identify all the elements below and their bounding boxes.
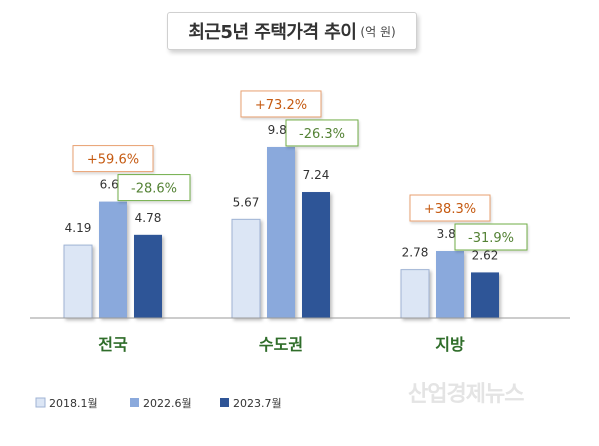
- legend-swatch-series-2023: [220, 398, 229, 407]
- increase-label-1: +73.2%: [255, 98, 307, 113]
- bar-series-2018-2: [400, 269, 430, 319]
- bar-series-2022-0: [99, 201, 127, 318]
- value-label-series-2023-0: 4.78: [135, 211, 162, 225]
- legend-swatch-series-2018: [35, 397, 46, 408]
- increase-box-2: [409, 194, 491, 222]
- decrease-label-0: -28.6%: [131, 182, 177, 197]
- decrease-box-0: [117, 174, 191, 202]
- watermark-logo: 산업경제뉴스: [408, 382, 524, 407]
- increase-label-2: +38.3%: [424, 202, 476, 217]
- bar-series-2023-0: [134, 234, 162, 318]
- value-label-series-2023-2: 2.62: [472, 248, 499, 262]
- chart-title: 최근5년 주택가격 추이: [188, 22, 357, 43]
- legend-label-series-2022: 2022.6월: [143, 397, 192, 410]
- category-label-0: 전국: [98, 335, 128, 354]
- category-label-2: 지방: [435, 335, 465, 354]
- increase-box-0: [72, 145, 154, 173]
- value-label-series-2018-1: 5.67: [233, 195, 260, 209]
- value-label-series-2018-2: 2.78: [402, 246, 429, 260]
- legend-swatch-series-2022: [130, 398, 139, 407]
- category-label-1: 수도권: [259, 335, 303, 354]
- decrease-box-2: [454, 223, 528, 251]
- legend-label-series-2018: 2018.1월: [49, 397, 98, 410]
- decrease-label-1: -26.3%: [299, 127, 345, 142]
- increase-box-1: [240, 90, 322, 118]
- bar-series-2022-2: [436, 251, 464, 318]
- chart-title-box: 최근5년 주택가격 추이 (억 원): [167, 12, 417, 50]
- chart-unit: (억 원): [360, 24, 396, 39]
- bar-series-2023-2: [471, 272, 499, 318]
- legend-label-series-2023: 2023.7월: [233, 397, 282, 410]
- value-label-series-2023-1: 7.24: [303, 168, 330, 182]
- decrease-box-1: [285, 119, 359, 147]
- bar-series-2018-0: [63, 244, 93, 319]
- bar-series-2022-1: [267, 146, 295, 318]
- increase-label-0: +59.6%: [87, 153, 139, 168]
- bar-series-2023-1: [302, 192, 330, 318]
- bar-series-2018-1: [231, 218, 261, 319]
- value-label-series-2018-0: 4.19: [65, 221, 92, 235]
- decrease-label-2: -31.9%: [468, 231, 514, 246]
